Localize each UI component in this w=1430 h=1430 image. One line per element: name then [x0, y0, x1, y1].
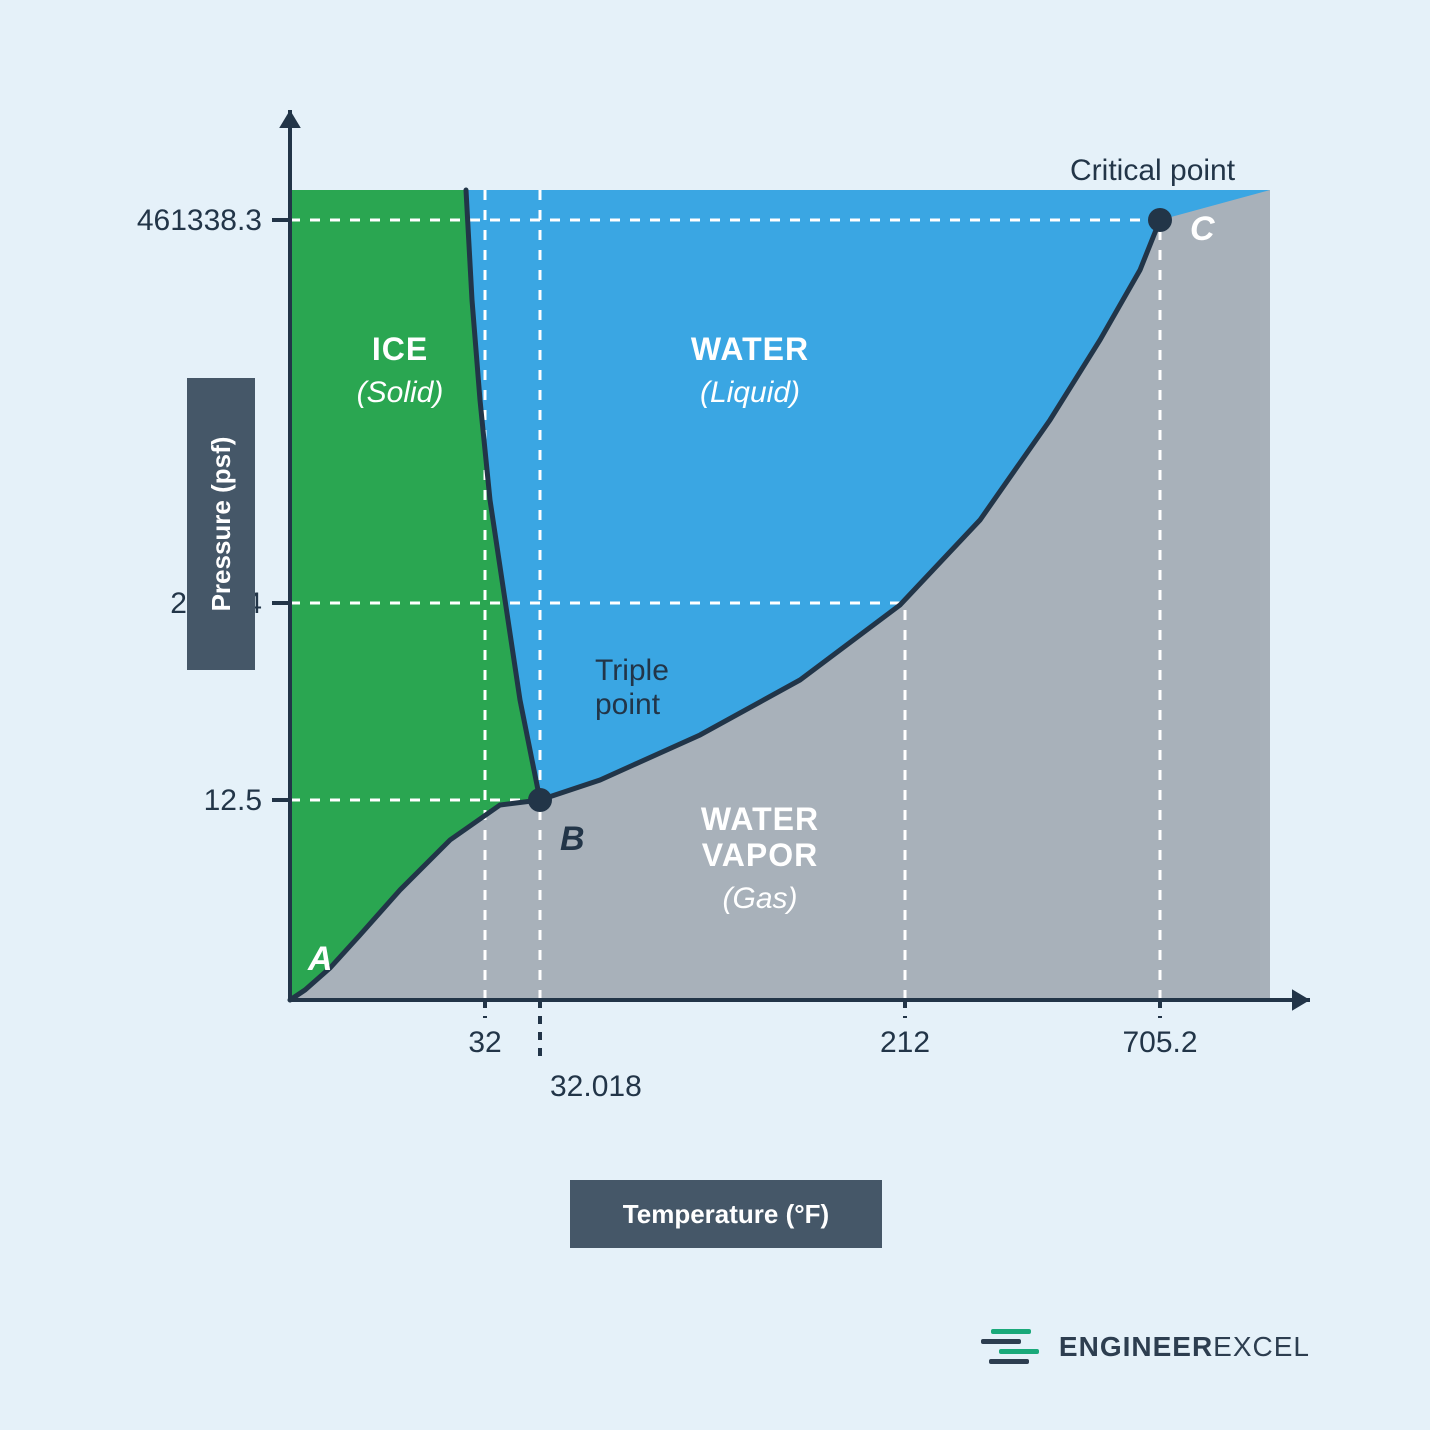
brand-bold: ENGINEER: [1059, 1331, 1213, 1362]
svg-text:12.5: 12.5: [204, 784, 262, 817]
svg-text:32: 32: [468, 1026, 501, 1059]
brand-bars-icon: [981, 1329, 1045, 1365]
y-axis-title: Pressure (psf): [187, 378, 255, 670]
svg-text:461338.3: 461338.3: [137, 204, 262, 237]
svg-text:A: A: [307, 940, 333, 978]
svg-text:(Solid): (Solid): [357, 376, 444, 409]
svg-text:Triple: Triple: [595, 654, 669, 687]
svg-text:WATER: WATER: [701, 801, 819, 837]
svg-text:705.2: 705.2: [1122, 1026, 1197, 1059]
svg-text:point: point: [595, 688, 661, 721]
svg-text:C: C: [1190, 210, 1215, 248]
brand-text: ENGINEEREXCEL: [1059, 1331, 1310, 1363]
svg-text:(Liquid): (Liquid): [700, 376, 800, 409]
svg-text:(Gas): (Gas): [723, 882, 798, 915]
svg-text:WATER: WATER: [691, 331, 809, 367]
svg-text:B: B: [560, 820, 585, 858]
x-axis-title: Temperature (°F): [570, 1180, 882, 1248]
svg-text:212: 212: [880, 1026, 930, 1059]
svg-text:32.018: 32.018: [550, 1070, 642, 1103]
svg-text:VAPOR: VAPOR: [702, 837, 818, 873]
brand-logo: ENGINEEREXCEL: [981, 1329, 1310, 1365]
svg-text:Critical point: Critical point: [1070, 154, 1236, 187]
svg-text:ICE: ICE: [372, 331, 428, 367]
brand-light: EXCEL: [1213, 1331, 1310, 1362]
